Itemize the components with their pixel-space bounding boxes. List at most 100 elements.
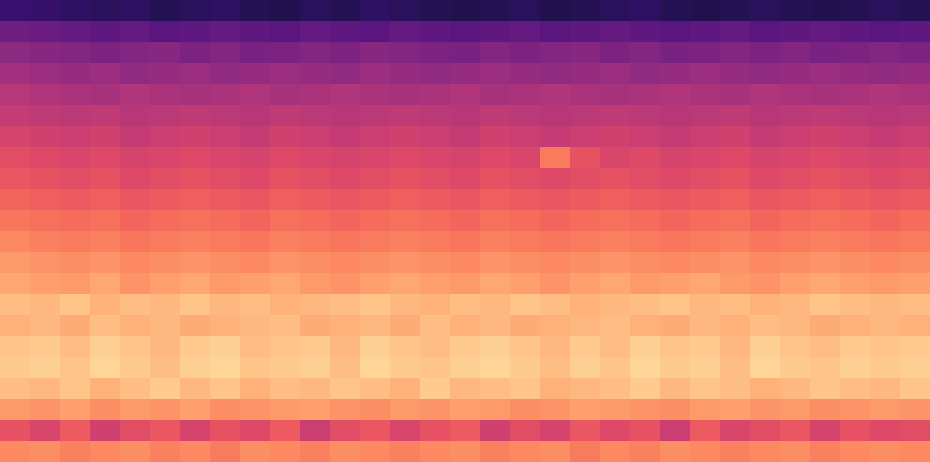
- heatmap-cell: [480, 294, 511, 316]
- heatmap-cell: [210, 315, 241, 337]
- heatmap-cell: [300, 63, 331, 85]
- heatmap-cell: [390, 147, 421, 169]
- heatmap-cell: [780, 378, 811, 400]
- heatmap-cell: [780, 21, 811, 43]
- heatmap-cell: [870, 231, 901, 253]
- heatmap-cell: [660, 189, 691, 211]
- heatmap-cell: [690, 252, 721, 274]
- heatmap-cell: [540, 294, 571, 316]
- heatmap-cell: [450, 315, 481, 337]
- heatmap-cell: [360, 210, 391, 232]
- heatmap-cell: [300, 231, 331, 253]
- heatmap-cell: [90, 0, 121, 22]
- heatmap-cell: [60, 105, 91, 127]
- heatmap-cell: [630, 147, 661, 169]
- heatmap-cell: [480, 42, 511, 64]
- heatmap-cell: [390, 210, 421, 232]
- heatmap-cell: [240, 21, 271, 43]
- heatmap-cell: [720, 42, 751, 64]
- heatmap-cell: [240, 336, 271, 358]
- heatmap-cell: [360, 357, 391, 379]
- heatmap-cell: [570, 42, 601, 64]
- heatmap-cell: [240, 147, 271, 169]
- heatmap-cell: [180, 168, 211, 190]
- heatmap-cell: [150, 357, 181, 379]
- heatmap-cell: [450, 357, 481, 379]
- heatmap-cell: [780, 315, 811, 337]
- heatmap-cell: [540, 441, 571, 462]
- heatmap-cell: [900, 273, 930, 295]
- heatmap-cell: [180, 399, 211, 421]
- heatmap-cell: [810, 273, 841, 295]
- heatmap-cell: [660, 126, 691, 148]
- heatmap-cell: [540, 126, 571, 148]
- heatmap-cell: [120, 231, 151, 253]
- heatmap-cell: [390, 168, 421, 190]
- heatmap-cell: [300, 357, 331, 379]
- heatmap-cell: [870, 378, 901, 400]
- heatmap-cell: [570, 273, 601, 295]
- heatmap-cell: [840, 210, 871, 232]
- heatmap-cell: [300, 420, 331, 442]
- heatmap-cell: [0, 420, 31, 442]
- heatmap-cell: [270, 42, 301, 64]
- heatmap-cell: [30, 273, 61, 295]
- heatmap-cell: [180, 63, 211, 85]
- heatmap-cell: [450, 252, 481, 274]
- heatmap-cell: [480, 420, 511, 442]
- heatmap-cell: [810, 63, 841, 85]
- heatmap-cell: [120, 210, 151, 232]
- heatmap-cell: [840, 189, 871, 211]
- heatmap-cell: [120, 105, 151, 127]
- heatmap-cell: [570, 315, 601, 337]
- heatmap-cell: [0, 252, 31, 274]
- heatmap-cell: [60, 0, 91, 22]
- heatmap-cell: [660, 42, 691, 64]
- heatmap-cell: [780, 63, 811, 85]
- heatmap-cell: [480, 84, 511, 106]
- heatmap-cell: [900, 399, 930, 421]
- heatmap-cell: [810, 105, 841, 127]
- heatmap-cell: [810, 336, 841, 358]
- heatmap-cell: [630, 378, 661, 400]
- heatmap-cell: [0, 189, 31, 211]
- heatmap-cell: [150, 441, 181, 462]
- heatmap-cell: [600, 273, 631, 295]
- heatmap-cell: [450, 420, 481, 442]
- heatmap-cell: [30, 294, 61, 316]
- heatmap-cell: [60, 441, 91, 462]
- heatmap-cell: [420, 168, 451, 190]
- heatmap-cell: [630, 42, 661, 64]
- heatmap-cell: [510, 84, 541, 106]
- heatmap-cell: [270, 0, 301, 22]
- heatmap-cell: [330, 84, 361, 106]
- heatmap-cell: [660, 63, 691, 85]
- heatmap-cell: [270, 315, 301, 337]
- heatmap-cell: [210, 126, 241, 148]
- heatmap-cell: [600, 399, 631, 421]
- heatmap-cell: [390, 294, 421, 316]
- heatmap-cell: [210, 420, 241, 442]
- heatmap-cell: [360, 21, 391, 43]
- heatmap-cell: [330, 42, 361, 64]
- heatmap-cell: [480, 63, 511, 85]
- heatmap-cell: [900, 105, 930, 127]
- heatmap-cell: [690, 147, 721, 169]
- heatmap-cell: [210, 357, 241, 379]
- heatmap-cell: [120, 357, 151, 379]
- heatmap-cell: [510, 378, 541, 400]
- heatmap-cell: [60, 252, 91, 274]
- heatmap-cell: [450, 378, 481, 400]
- heatmap-cell: [810, 147, 841, 169]
- heatmap-cell: [900, 210, 930, 232]
- heatmap-cell: [690, 399, 721, 421]
- heatmap-cell: [690, 441, 721, 462]
- heatmap-cell: [720, 105, 751, 127]
- heatmap-cell: [270, 231, 301, 253]
- heatmap-cell: [630, 84, 661, 106]
- heatmap-cell: [90, 105, 121, 127]
- heatmap-cell: [510, 441, 541, 462]
- heatmap-cell: [210, 189, 241, 211]
- heatmap-cell: [750, 168, 781, 190]
- heatmap-cell: [30, 189, 61, 211]
